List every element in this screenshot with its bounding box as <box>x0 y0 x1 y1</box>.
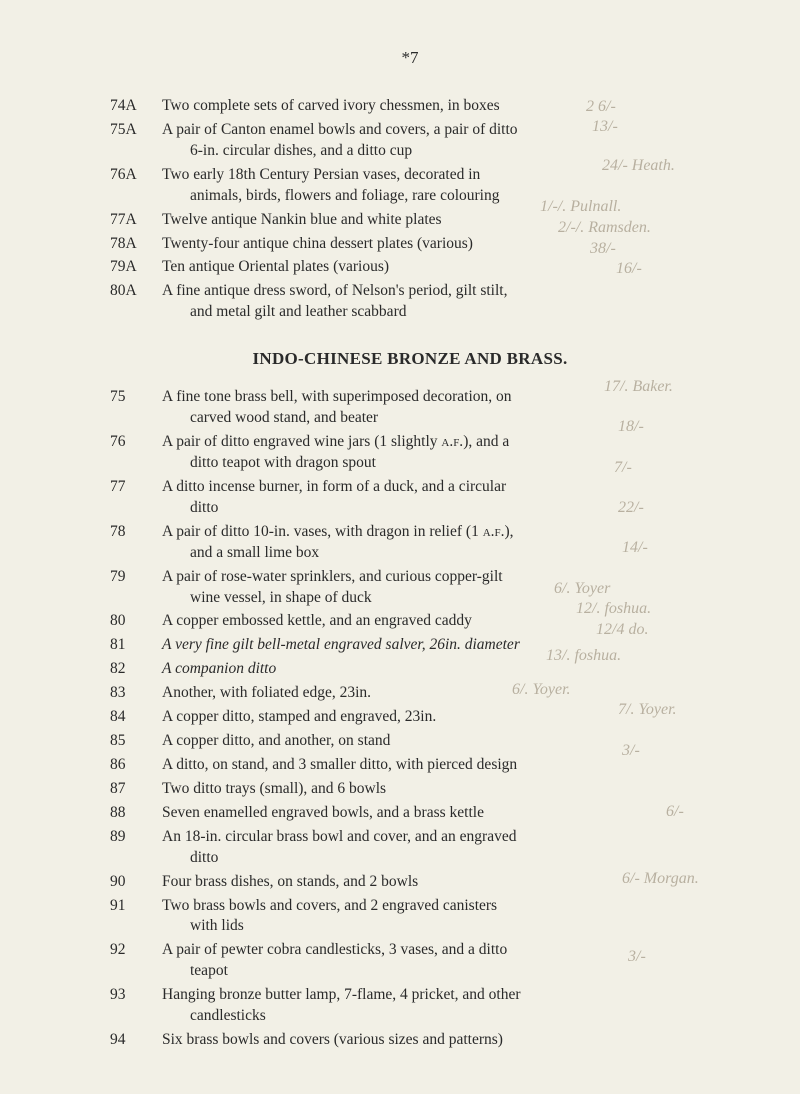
lot-number: 75 <box>110 387 162 429</box>
lot-description: A fine tone brass bell, with superimpose… <box>162 387 710 429</box>
catalog-entry: 83Another, with foliated edge, 23in. <box>110 683 710 704</box>
catalog-entry: 87Two ditto trays (small), and 6 bowls <box>110 779 710 800</box>
lot-number: 76 <box>110 432 162 474</box>
lot-description: A very fine gilt bell-metal engraved sal… <box>162 635 710 656</box>
lot-description: An 18-in. circular brass bowl and cover,… <box>162 827 710 869</box>
lot-number: 81 <box>110 635 162 656</box>
lot-number: 78 <box>110 522 162 564</box>
lot-number: 79A <box>110 257 162 278</box>
lot-description: Two early 18th Century Persian vases, de… <box>162 165 710 207</box>
lot-number: 86 <box>110 755 162 776</box>
catalog-entry: 79A pair of rose-water sprinklers, and c… <box>110 567 710 609</box>
catalog-entry: 80A copper embossed kettle, and an engra… <box>110 611 710 632</box>
catalog-entry: 82A companion ditto <box>110 659 710 680</box>
lot-description: Six brass bowls and covers (various size… <box>162 1030 710 1051</box>
catalog-entry: 75A fine tone brass bell, with superimpo… <box>110 387 710 429</box>
catalog-entry: 92A pair of pewter cobra candlesticks, 3… <box>110 940 710 982</box>
catalog-entry: 89An 18-in. circular brass bowl and cove… <box>110 827 710 869</box>
catalog-entry: 78ATwenty-four antique china dessert pla… <box>110 234 710 255</box>
lot-description: A copper ditto, and another, on stand <box>162 731 710 752</box>
catalog-entry: 78A pair of ditto 10-in. vases, with dra… <box>110 522 710 564</box>
section-2: 75A fine tone brass bell, with superimpo… <box>110 387 710 1051</box>
lot-number: 89 <box>110 827 162 869</box>
catalog-entry: 93Hanging bronze butter lamp, 7-flame, 4… <box>110 985 710 1027</box>
lot-number: 75A <box>110 120 162 162</box>
lot-number: 88 <box>110 803 162 824</box>
lot-number: 84 <box>110 707 162 728</box>
catalog-entry: 81A very fine gilt bell-metal engraved s… <box>110 635 710 656</box>
lot-number: 77 <box>110 477 162 519</box>
lot-number: 77A <box>110 210 162 231</box>
lot-number: 87 <box>110 779 162 800</box>
lot-description: Four brass dishes, on stands, and 2 bowl… <box>162 872 710 893</box>
catalog-entry: 86A ditto, on stand, and 3 smaller ditto… <box>110 755 710 776</box>
lot-number: 79 <box>110 567 162 609</box>
lot-number: 78A <box>110 234 162 255</box>
catalog-entry: 77ATwelve antique Nankin blue and white … <box>110 210 710 231</box>
lot-description: A pair of ditto engraved wine jars (1 sl… <box>162 432 710 474</box>
lot-description: Hanging bronze butter lamp, 7-flame, 4 p… <box>162 985 710 1027</box>
catalog-entry: 76A pair of ditto engraved wine jars (1 … <box>110 432 710 474</box>
lot-description: Twenty-four antique china dessert plates… <box>162 234 710 255</box>
catalog-entry: 90Four brass dishes, on stands, and 2 bo… <box>110 872 710 893</box>
catalog-entry: 74ATwo complete sets of carved ivory che… <box>110 96 710 117</box>
catalog-entry: 79ATen antique Oriental plates (various) <box>110 257 710 278</box>
lot-description: Two complete sets of carved ivory chessm… <box>162 96 710 117</box>
lot-number: 76A <box>110 165 162 207</box>
lot-number: 74A <box>110 96 162 117</box>
catalog-entry: 76ATwo early 18th Century Persian vases,… <box>110 165 710 207</box>
lot-number: 91 <box>110 896 162 938</box>
lot-number: 90 <box>110 872 162 893</box>
catalog-entry: 75AA pair of Canton enamel bowls and cov… <box>110 120 710 162</box>
lot-number: 85 <box>110 731 162 752</box>
catalog-entry: 84A copper ditto, stamped and engraved, … <box>110 707 710 728</box>
lot-description: A companion ditto <box>162 659 710 680</box>
lot-description: A copper embossed kettle, and an engrave… <box>162 611 710 632</box>
page-content: *7 74ATwo complete sets of carved ivory … <box>0 0 800 1094</box>
lot-description: A ditto incense burner, in form of a duc… <box>162 477 710 519</box>
lot-description: Another, with foliated edge, 23in. <box>162 683 710 704</box>
lot-number: 93 <box>110 985 162 1027</box>
catalog-entry: 94Six brass bowls and covers (various si… <box>110 1030 710 1051</box>
lot-description: A pair of ditto 10-in. vases, with drago… <box>162 522 710 564</box>
lot-description: Twelve antique Nankin blue and white pla… <box>162 210 710 231</box>
lot-number: 82 <box>110 659 162 680</box>
lot-description: Seven enamelled engraved bowls, and a br… <box>162 803 710 824</box>
catalog-entry: 85A copper ditto, and another, on stand <box>110 731 710 752</box>
lot-description: A copper ditto, stamped and engraved, 23… <box>162 707 710 728</box>
lot-number: 80 <box>110 611 162 632</box>
section-heading: INDO-CHINESE BRONZE AND BRASS. <box>110 349 710 369</box>
catalog-entry: 91Two brass bowls and covers, and 2 engr… <box>110 896 710 938</box>
lot-number: 83 <box>110 683 162 704</box>
lot-description: Two ditto trays (small), and 6 bowls <box>162 779 710 800</box>
lot-description: Ten antique Oriental plates (various) <box>162 257 710 278</box>
lot-number: 80A <box>110 281 162 323</box>
catalog-entry: 80AA fine antique dress sword, of Nelson… <box>110 281 710 323</box>
section-1: 74ATwo complete sets of carved ivory che… <box>110 96 710 323</box>
lot-description: Two brass bowls and covers, and 2 engrav… <box>162 896 710 938</box>
catalog-entry: 88Seven enamelled engraved bowls, and a … <box>110 803 710 824</box>
lot-description: A pair of pewter cobra candlesticks, 3 v… <box>162 940 710 982</box>
lot-description: A pair of rose-water sprinklers, and cur… <box>162 567 710 609</box>
page-number: *7 <box>110 48 710 68</box>
lot-description: A ditto, on stand, and 3 smaller ditto, … <box>162 755 710 776</box>
lot-number: 92 <box>110 940 162 982</box>
lot-description: A pair of Canton enamel bowls and covers… <box>162 120 710 162</box>
lot-number: 94 <box>110 1030 162 1051</box>
catalog-entry: 77A ditto incense burner, in form of a d… <box>110 477 710 519</box>
lot-description: A fine antique dress sword, of Nelson's … <box>162 281 710 323</box>
